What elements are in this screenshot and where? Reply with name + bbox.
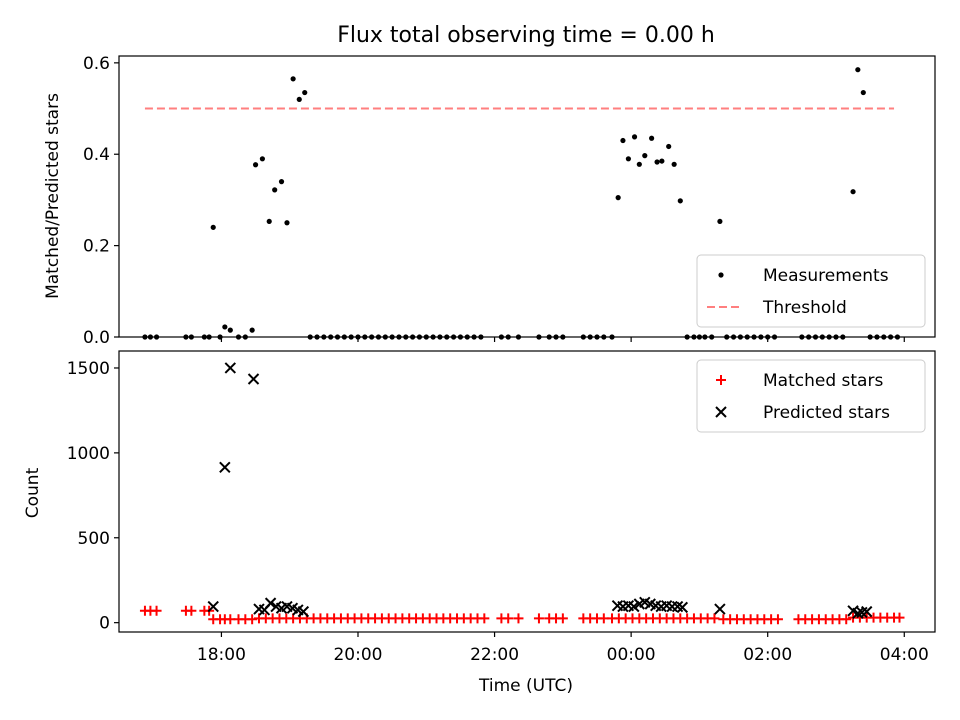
- ratio-panel: 0.0 0.2 0.4 0.6 Measurements Threshold: [83, 54, 936, 348]
- legend-label: Predicted stars: [763, 403, 890, 423]
- predicted-stars-point: [264, 597, 277, 609]
- measurements-point: [227, 327, 233, 333]
- legend-measurements-swatch: [718, 272, 724, 278]
- y-tick-label: 0.2: [83, 237, 110, 257]
- y-tick-label: 1500: [67, 359, 110, 379]
- matched-stars-point: [557, 613, 568, 624]
- x-tick-label: 02:00: [743, 645, 792, 665]
- measurements-point: [855, 67, 861, 73]
- measurements-point: [636, 161, 642, 167]
- legend-label: Threshold: [762, 298, 847, 318]
- measurements-point: [625, 156, 632, 162]
- measurements-point: [272, 187, 278, 193]
- predicted-stars-point: [247, 373, 260, 385]
- legend-box: [696, 254, 926, 328]
- legend-box: [696, 359, 926, 433]
- chart-title: Flux total observing time = 0.00 h: [337, 23, 715, 48]
- measurements-point: [649, 135, 655, 141]
- matched-stars-point: [503, 613, 514, 624]
- x-tick-label: 18:00: [197, 645, 246, 665]
- y-tick-label: 0.6: [83, 54, 110, 74]
- matched-stars-point: [513, 613, 524, 624]
- matched-stars-point: [709, 613, 720, 624]
- measurements-point: [266, 218, 272, 225]
- count-y-axis-label: Count: [23, 467, 43, 518]
- x-axis-label: Time (UTC): [478, 676, 573, 696]
- y-tick-label: 1000: [67, 444, 110, 464]
- measurements-point: [284, 220, 290, 226]
- plot-frame: [118, 55, 936, 338]
- matched-stars-point: [841, 614, 852, 625]
- measurements-point: [677, 198, 683, 204]
- x-tick-label: 22:00: [470, 645, 519, 665]
- ratio-y-axis-label: Matched/Predicted stars: [43, 93, 63, 299]
- y-tick-label: 0: [99, 614, 110, 634]
- predicted-stars-point: [676, 601, 689, 614]
- legend-label: Measurements: [763, 266, 889, 286]
- measurements-point: [860, 89, 866, 96]
- matched-stars-point: [533, 613, 544, 624]
- matched-stars-point: [772, 614, 783, 625]
- measurements-point: [631, 134, 638, 140]
- predicted-stars-point: [852, 607, 864, 620]
- y-tick-label: 0.0: [83, 328, 110, 348]
- measurements-point: [249, 327, 255, 333]
- measurements-point: [278, 179, 285, 185]
- measurements-point: [252, 162, 259, 168]
- y-tick-label: 0.4: [83, 145, 110, 165]
- predicted-stars-point: [714, 603, 726, 615]
- matched-stars-point: [151, 605, 162, 616]
- predicted-stars-point: [207, 600, 219, 613]
- matched-stars-point: [479, 613, 490, 624]
- predicted-stars-point: [219, 461, 231, 474]
- matched-stars-point: [186, 605, 197, 616]
- legend-predicted-stars-swatch: [715, 406, 727, 418]
- y-tick-label: 500: [78, 529, 110, 549]
- measurements-point: [850, 189, 856, 195]
- measurements-point: [210, 224, 216, 230]
- measurements-point: [620, 137, 626, 144]
- plot-frame: [118, 350, 936, 633]
- matched-stars-point: [894, 612, 905, 623]
- measurements-point: [296, 96, 302, 103]
- measurements-point: [642, 153, 648, 159]
- legend-matched-stars-swatch: [716, 375, 726, 385]
- x-tick-label: 04:00: [880, 645, 929, 665]
- measurements-point: [717, 218, 723, 225]
- predicted-stars-point: [297, 605, 310, 618]
- x-tick-label: 00:00: [607, 645, 656, 665]
- legend: Measurements Threshold: [696, 254, 926, 328]
- x-tick-label: 20:00: [333, 645, 382, 665]
- measurements-point: [222, 324, 228, 330]
- predicted-stars-point: [861, 605, 873, 618]
- measurements-point: [671, 161, 677, 167]
- measurements-point: [659, 158, 665, 164]
- legend: Matched stars Predicted stars: [696, 359, 926, 433]
- predicted-stars-point: [224, 362, 237, 374]
- measurements-point: [666, 143, 672, 150]
- measurements-point: [615, 195, 621, 201]
- count-panel: 0 500 1000 1500 18:00 20:00 22:00 00:00 02:00 04:…: [67, 350, 936, 665]
- measurements-point: [290, 76, 296, 82]
- legend-label: Matched stars: [763, 371, 883, 391]
- measurements-point: [654, 159, 660, 165]
- measurements-point: [259, 156, 265, 162]
- measurements-point: [302, 89, 308, 96]
